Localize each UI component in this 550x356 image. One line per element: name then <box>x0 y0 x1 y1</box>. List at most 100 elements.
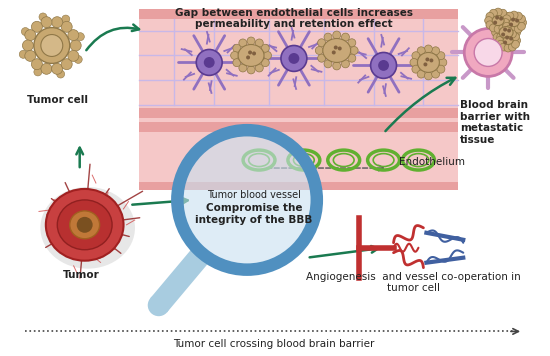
Ellipse shape <box>40 187 135 269</box>
Circle shape <box>502 12 510 20</box>
Circle shape <box>52 63 63 74</box>
Circle shape <box>507 37 515 45</box>
Circle shape <box>31 59 42 70</box>
Circle shape <box>68 30 79 41</box>
Circle shape <box>503 27 507 32</box>
Ellipse shape <box>503 37 513 44</box>
Circle shape <box>333 62 341 70</box>
Circle shape <box>23 40 34 51</box>
Circle shape <box>333 31 341 39</box>
Circle shape <box>515 19 519 22</box>
Circle shape <box>342 33 349 41</box>
Circle shape <box>34 68 42 76</box>
Circle shape <box>31 21 42 32</box>
Text: Tumor cell crossing blood brain barrier: Tumor cell crossing blood brain barrier <box>173 339 375 349</box>
Circle shape <box>439 58 447 67</box>
Circle shape <box>255 64 263 72</box>
Circle shape <box>248 51 252 54</box>
Circle shape <box>261 44 270 52</box>
Ellipse shape <box>46 189 124 261</box>
Circle shape <box>378 60 389 71</box>
Bar <box>140 122 458 132</box>
Circle shape <box>506 25 514 33</box>
Circle shape <box>504 44 512 52</box>
Bar <box>140 11 458 185</box>
Circle shape <box>371 52 397 78</box>
Circle shape <box>412 52 420 60</box>
Circle shape <box>486 21 494 29</box>
Circle shape <box>502 19 510 27</box>
Circle shape <box>510 26 518 34</box>
Circle shape <box>432 70 439 78</box>
Circle shape <box>230 52 239 59</box>
Circle shape <box>288 53 299 64</box>
Ellipse shape <box>417 52 439 72</box>
Bar <box>140 9 458 19</box>
Circle shape <box>324 33 332 41</box>
Circle shape <box>246 56 250 59</box>
Circle shape <box>196 49 222 75</box>
Text: Endothelium: Endothelium <box>399 157 465 167</box>
Text: Compromise the
integrity of the BBB: Compromise the integrity of the BBB <box>195 203 313 225</box>
Circle shape <box>281 46 307 72</box>
Circle shape <box>21 27 29 36</box>
Circle shape <box>39 13 47 21</box>
Circle shape <box>324 60 332 68</box>
Circle shape <box>432 47 439 55</box>
Circle shape <box>502 19 510 27</box>
Circle shape <box>76 217 92 233</box>
Ellipse shape <box>57 200 112 250</box>
Circle shape <box>464 28 512 77</box>
Circle shape <box>315 47 323 54</box>
Circle shape <box>509 37 513 41</box>
Circle shape <box>263 52 272 59</box>
Circle shape <box>505 36 509 40</box>
Circle shape <box>507 20 515 28</box>
Circle shape <box>247 37 255 45</box>
Bar <box>140 182 458 190</box>
Circle shape <box>348 54 356 62</box>
Circle shape <box>412 65 420 73</box>
Circle shape <box>502 38 510 46</box>
Circle shape <box>239 64 247 72</box>
Circle shape <box>506 12 514 20</box>
Circle shape <box>486 12 494 20</box>
Circle shape <box>318 54 326 62</box>
Circle shape <box>70 40 81 51</box>
Circle shape <box>513 28 520 37</box>
Circle shape <box>514 12 522 20</box>
Circle shape <box>503 22 511 30</box>
Circle shape <box>57 70 64 78</box>
Circle shape <box>425 72 432 80</box>
Circle shape <box>508 30 516 38</box>
Circle shape <box>25 30 36 41</box>
Circle shape <box>62 15 70 23</box>
Circle shape <box>514 25 522 33</box>
Circle shape <box>350 47 358 54</box>
Circle shape <box>41 63 52 74</box>
Ellipse shape <box>499 27 513 38</box>
Circle shape <box>512 40 519 48</box>
Circle shape <box>261 59 270 67</box>
Circle shape <box>417 47 425 55</box>
Circle shape <box>334 46 338 49</box>
Circle shape <box>497 40 505 48</box>
Circle shape <box>417 70 425 78</box>
Circle shape <box>424 62 427 67</box>
Circle shape <box>504 17 512 25</box>
Circle shape <box>518 15 525 23</box>
Circle shape <box>499 17 503 21</box>
Circle shape <box>177 130 317 269</box>
Circle shape <box>495 16 499 20</box>
Circle shape <box>41 35 63 57</box>
Ellipse shape <box>323 38 351 62</box>
Circle shape <box>509 22 513 27</box>
Circle shape <box>332 51 336 54</box>
Circle shape <box>513 37 520 44</box>
Circle shape <box>61 21 72 32</box>
Ellipse shape <box>238 44 264 67</box>
Circle shape <box>252 52 256 56</box>
Circle shape <box>502 21 510 29</box>
Circle shape <box>497 37 505 45</box>
Circle shape <box>41 17 52 28</box>
